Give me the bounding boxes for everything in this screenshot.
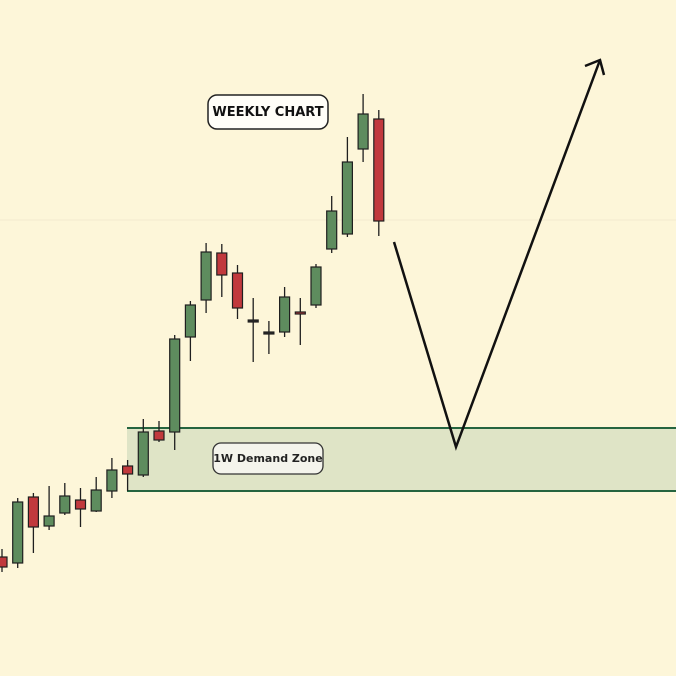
candle-body xyxy=(137,431,149,476)
candle-body xyxy=(247,319,259,323)
candle-body xyxy=(310,266,322,306)
candle-body xyxy=(59,495,71,514)
candle-layer xyxy=(0,94,385,572)
candle-body xyxy=(153,430,165,441)
projection-path xyxy=(392,59,602,451)
candle-body xyxy=(90,489,102,512)
zone-label: 1W Demand Zone xyxy=(213,452,322,465)
title-box xyxy=(207,94,329,130)
candle-body xyxy=(43,515,55,527)
candle-body xyxy=(12,501,24,564)
candle-body xyxy=(74,499,87,510)
candle-body xyxy=(216,252,228,276)
zone-label-box xyxy=(212,442,324,475)
demand-zone xyxy=(127,428,676,491)
candle-body xyxy=(27,496,39,528)
candle-body xyxy=(294,311,306,315)
candle-body xyxy=(184,304,196,338)
candle-body xyxy=(373,118,385,222)
candle-body xyxy=(341,161,353,235)
chart-title: WEEKLY CHART xyxy=(212,105,323,120)
candle-body xyxy=(200,251,212,301)
arrow-head xyxy=(584,58,606,76)
zone-layer: 1W Demand Zone xyxy=(127,427,676,492)
candle-body xyxy=(263,331,275,335)
candle-body xyxy=(279,296,291,333)
candle-body xyxy=(121,465,134,475)
candle-body xyxy=(0,556,8,568)
candle-body xyxy=(357,113,369,150)
candle-body xyxy=(106,469,118,492)
candle-body xyxy=(169,338,181,433)
candle-body xyxy=(231,272,244,309)
candle-body xyxy=(326,210,338,250)
